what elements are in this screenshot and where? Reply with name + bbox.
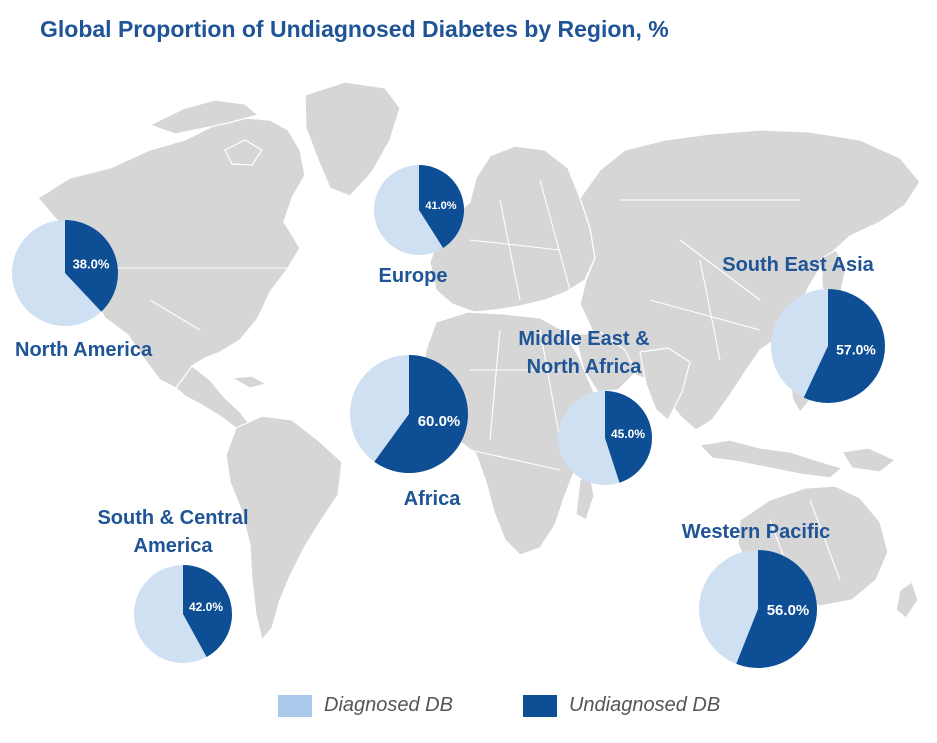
region-label-line: Africa bbox=[404, 488, 462, 510]
pie-slice-undiagnosed bbox=[374, 355, 469, 473]
legend-label-diagnosed: Diagnosed DB bbox=[324, 694, 453, 716]
region-label: Western Pacific bbox=[682, 521, 831, 543]
pie-value-label: 38.0% bbox=[73, 256, 110, 271]
region-label-line: South East Asia bbox=[722, 254, 874, 276]
land-india bbox=[639, 347, 691, 421]
region-label-line: North Africa bbox=[527, 356, 643, 378]
region-label-line: America bbox=[134, 535, 214, 557]
land-central-america bbox=[175, 365, 252, 429]
region-label: South East Asia bbox=[722, 254, 874, 276]
land-indonesia bbox=[698, 439, 844, 479]
pie-value-label: 41.0% bbox=[425, 200, 456, 212]
legend: Diagnosed DB Undiagnosed DB bbox=[278, 694, 720, 717]
land-arabia bbox=[574, 331, 637, 393]
land-south-america bbox=[225, 415, 343, 642]
pie-value-label: 45.0% bbox=[611, 427, 645, 441]
pie-slice-undiagnosed bbox=[65, 219, 119, 312]
pie-slice-undiagnosed bbox=[183, 565, 232, 657]
pie-layer: 38.0% North America 41.0% Europe 60.0% Africa… bbox=[12, 165, 886, 669]
legend-item-undiagnosed: Undiagnosed DB bbox=[522, 694, 721, 717]
region-label-line: Middle East & bbox=[518, 328, 649, 350]
pie-value-label: 57.0% bbox=[836, 342, 876, 358]
region-label-line: Western Pacific bbox=[682, 521, 831, 543]
pie-slice-undiagnosed bbox=[803, 289, 886, 404]
region-label: Middle East & North Africa bbox=[518, 328, 649, 378]
pie-slice-undiagnosed bbox=[736, 550, 817, 669]
chart-svg: 38.0% North America 41.0% Europe 60.0% Africa… bbox=[12, 81, 921, 669]
pie-south-central-america: 42.0% South & Central America bbox=[97, 507, 249, 663]
pie-value-label: 42.0% bbox=[189, 600, 223, 614]
pie-value-label: 60.0% bbox=[418, 413, 461, 430]
land-greenland bbox=[304, 81, 401, 197]
region-label: Africa bbox=[404, 488, 462, 510]
pie-slice-undiagnosed bbox=[605, 391, 652, 483]
pie-north-america: 38.0% North America bbox=[12, 219, 153, 361]
region-label-line: Europe bbox=[379, 265, 448, 287]
land-caribbean bbox=[230, 375, 268, 389]
legend-label-undiagnosed: Undiagnosed DB bbox=[568, 694, 721, 716]
pie-value-label: 56.0% bbox=[767, 602, 810, 619]
pie-slice-undiagnosed bbox=[419, 165, 464, 248]
land-arctic-islands-2 bbox=[224, 139, 263, 166]
pie-europe: 41.0% Europe bbox=[374, 165, 464, 287]
pie-middle-east-north-africa: 45.0% Middle East & North Africa bbox=[518, 328, 652, 485]
legend-swatch-undiagnosed bbox=[522, 694, 557, 717]
chart-title: Global Proportion of Undiagnosed Diabete… bbox=[40, 16, 669, 42]
pie-south-east-asia: 57.0% South East Asia bbox=[722, 254, 886, 404]
region-label-line: North America bbox=[15, 339, 153, 361]
pie-africa: 60.0% Africa bbox=[350, 355, 469, 510]
legend-item-diagnosed: Diagnosed DB bbox=[278, 694, 453, 717]
land-new-guinea bbox=[841, 447, 897, 473]
region-label: North America bbox=[15, 339, 153, 361]
land-arctic-islands bbox=[148, 99, 260, 135]
region-label: South & Central America bbox=[97, 507, 248, 557]
land-new-zealand bbox=[895, 581, 919, 619]
pie-western-pacific: 56.0% Western Pacific bbox=[682, 521, 831, 669]
world-map bbox=[37, 81, 921, 642]
legend-swatch-diagnosed bbox=[278, 694, 312, 717]
region-label-line: South & Central bbox=[97, 507, 248, 529]
region-label: Europe bbox=[379, 265, 448, 287]
